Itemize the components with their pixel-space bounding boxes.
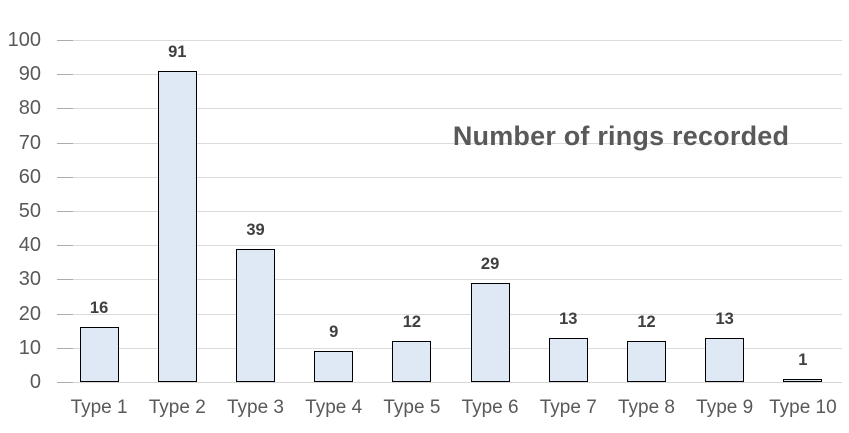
y-axis-tick xyxy=(57,347,73,349)
x-axis-label: Type 9 xyxy=(696,397,754,418)
bar xyxy=(470,282,510,382)
gridline xyxy=(60,40,842,41)
gridline xyxy=(60,245,842,247)
y-axis-label: 50 xyxy=(18,200,41,222)
y-axis-label: 0 xyxy=(29,371,41,393)
bar-value-label: 1 xyxy=(798,350,808,369)
bar-value-label: 29 xyxy=(480,254,500,273)
bar xyxy=(705,337,745,382)
bar-value-label: 12 xyxy=(402,312,422,331)
x-axis-label: Type 4 xyxy=(305,397,363,418)
y-axis-label: 40 xyxy=(18,234,41,257)
y-axis-label: 60 xyxy=(18,165,41,188)
bar-value-label: 12 xyxy=(637,312,656,331)
gridline xyxy=(60,279,842,281)
chart-title: Number of rings recorded xyxy=(452,121,790,151)
gridline xyxy=(60,108,842,110)
y-axis-tick xyxy=(57,313,73,315)
x-axis-label: Type 10 xyxy=(769,397,837,418)
bar-value-label: 13 xyxy=(715,309,734,328)
bar-value-label: 39 xyxy=(246,220,265,239)
y-axis-label: 80 xyxy=(18,97,41,120)
y-axis-label: 30 xyxy=(18,268,41,291)
x-axis-label: Type 2 xyxy=(148,397,206,418)
y-axis-label: 20 xyxy=(18,302,41,325)
bar-value-label: 91 xyxy=(168,42,187,61)
gridline xyxy=(60,142,842,144)
bar xyxy=(783,378,823,382)
bar xyxy=(79,327,119,382)
y-axis-label: 10 xyxy=(18,336,41,359)
bar xyxy=(314,351,354,382)
bar-value-label: 13 xyxy=(559,309,578,328)
x-axis-label: Type 5 xyxy=(383,397,441,418)
y-axis-tick xyxy=(57,142,73,144)
y-axis-tick xyxy=(57,108,73,110)
bar xyxy=(236,248,275,382)
y-axis-label: 90 xyxy=(18,63,41,86)
bar xyxy=(548,337,588,382)
x-axis-label: Type 8 xyxy=(617,397,675,418)
bar xyxy=(392,340,432,382)
x-axis-label: Type 6 xyxy=(461,397,519,418)
bar xyxy=(157,70,197,382)
bar xyxy=(627,340,666,382)
gridline xyxy=(60,74,842,76)
y-axis-tick xyxy=(57,211,73,212)
y-axis-tick xyxy=(57,40,73,41)
y-axis-tick xyxy=(57,245,73,247)
bar-value-label: 9 xyxy=(329,323,339,342)
x-axis-label: Type 3 xyxy=(226,397,284,418)
x-axis-label: Type 7 xyxy=(539,397,597,418)
gridline xyxy=(60,211,842,212)
y-axis-label: 70 xyxy=(18,131,41,154)
y-axis-tick xyxy=(57,74,73,76)
gridline xyxy=(60,176,842,178)
y-axis-label: 100 xyxy=(7,29,41,51)
bar-value-label: 16 xyxy=(89,299,109,318)
y-axis-tick xyxy=(57,382,73,383)
x-axis-label: Type 1 xyxy=(70,397,128,418)
x-axis-line xyxy=(60,382,842,383)
gridline xyxy=(60,313,842,315)
y-axis-tick xyxy=(57,279,73,281)
gridline xyxy=(60,347,842,349)
y-axis-tick xyxy=(57,176,73,178)
